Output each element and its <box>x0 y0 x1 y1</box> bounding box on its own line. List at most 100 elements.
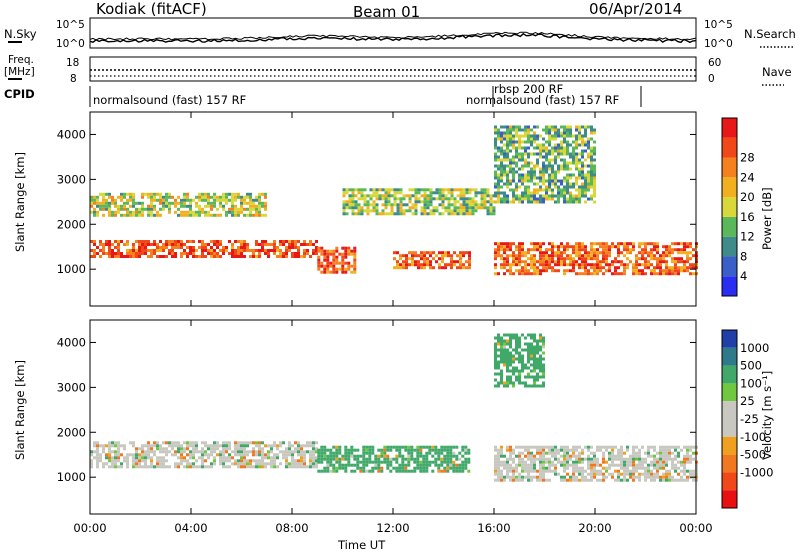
heatmap-cell <box>620 251 623 255</box>
heatmap-cell <box>632 466 635 470</box>
heatmap-cell <box>351 188 355 192</box>
heatmap-cell <box>204 243 207 246</box>
heatmap-cell <box>641 251 644 255</box>
heatmap-cell <box>584 158 587 162</box>
heatmap-cell <box>677 454 680 458</box>
heatmap-cell <box>144 459 147 463</box>
heatmap-cell <box>411 263 414 267</box>
heatmap-cell <box>614 245 617 249</box>
heatmap-cell <box>123 444 126 448</box>
heatmap-cell <box>500 149 503 153</box>
heatmap-cell <box>480 191 484 195</box>
heatmap-cell <box>222 198 225 202</box>
heatmap-cell <box>596 469 599 473</box>
heatmap-cell <box>509 378 512 382</box>
heatmap-cell <box>620 460 623 464</box>
heatmap-cell <box>225 459 228 463</box>
heatmap-cell <box>332 445 336 449</box>
heatmap-cell <box>557 257 560 261</box>
heatmap-cell <box>459 188 463 192</box>
heatmap-cell <box>353 469 357 473</box>
heatmap-cell <box>114 252 117 255</box>
heatmap-cell <box>539 146 542 150</box>
heatmap-cell <box>261 459 264 463</box>
heatmap-cell <box>689 445 692 449</box>
heatmap-cell <box>575 245 578 249</box>
heatmap-cell <box>566 200 569 204</box>
heatmap-cell <box>326 454 330 458</box>
heatmap-cell <box>548 466 551 470</box>
heatmap-cell <box>527 466 530 470</box>
heatmap-cell <box>183 450 186 454</box>
colorbar-swatch <box>722 197 737 217</box>
heatmap-cell <box>129 195 132 199</box>
heatmap-cell <box>213 240 216 243</box>
heatmap-cell <box>626 245 629 249</box>
heatmap-cell <box>662 454 665 458</box>
heatmap-cell <box>300 456 303 460</box>
heatmap-cell <box>566 176 569 180</box>
heatmap-cell <box>393 197 397 201</box>
heatmap-cell <box>671 475 674 479</box>
heatmap-cell <box>453 200 457 204</box>
heatmap-cell <box>213 444 216 448</box>
heatmap-cell <box>494 251 497 255</box>
heatmap-cell <box>168 252 171 255</box>
heatmap-cell <box>581 164 584 168</box>
heatmap-cell <box>527 475 530 479</box>
heatmap-cell <box>407 445 411 449</box>
heatmap-cell <box>440 460 444 464</box>
heatmap-cell <box>527 354 530 358</box>
heatmap-cell <box>530 348 533 352</box>
heatmap-cell <box>587 140 590 144</box>
heatmap-cell <box>456 260 459 264</box>
heatmap-cell <box>207 198 210 202</box>
heatmap-cell <box>150 213 153 217</box>
heatmap-cell <box>320 469 324 473</box>
heatmap-cell <box>527 272 530 276</box>
heatmap-cell <box>512 381 515 385</box>
heatmap-cell <box>392 445 396 449</box>
heatmap-cell <box>644 251 647 255</box>
heatmap-cell <box>656 260 659 264</box>
heatmap-cell <box>270 462 273 466</box>
heatmap-cell <box>650 475 653 479</box>
heatmap-cell <box>249 210 252 214</box>
heatmap-cell <box>518 200 521 204</box>
heatmap-cell <box>357 209 361 213</box>
heatmap-cell <box>548 149 551 153</box>
heatmap-cell <box>635 454 638 458</box>
heatmap-cell <box>189 246 192 249</box>
heatmap-cell <box>530 197 533 201</box>
heatmap-cell <box>285 246 288 249</box>
heatmap-cell <box>117 246 120 249</box>
heatmap-cell <box>423 200 427 204</box>
heatmap-cell <box>608 248 611 252</box>
heatmap-cell <box>159 447 162 451</box>
heatmap-cell <box>500 451 503 455</box>
heatmap-cell <box>132 204 135 208</box>
heatmap-cell <box>509 188 512 192</box>
heatmap-cell <box>377 460 381 464</box>
heatmap-cell <box>539 445 542 449</box>
heatmap-cell <box>111 459 114 463</box>
y-tick-label: 2000 <box>57 425 86 439</box>
heatmap-cell <box>566 451 569 455</box>
heatmap-cell <box>294 243 297 246</box>
heatmap-cell <box>533 378 536 382</box>
heatmap-cell <box>464 466 468 470</box>
heatmap-cell <box>551 152 554 156</box>
heatmap-cell <box>243 462 246 466</box>
heatmap-cell <box>494 357 497 361</box>
heatmap-cell <box>512 372 515 376</box>
heatmap-cell <box>689 242 692 246</box>
heatmap-cell <box>246 441 249 445</box>
heatmap-cell <box>96 456 99 460</box>
heatmap-cell <box>246 207 249 211</box>
heatmap-cell <box>180 252 183 255</box>
heatmap-cell <box>231 243 234 246</box>
heatmap-cell <box>551 469 554 473</box>
heatmap-cell <box>581 460 584 464</box>
heatmap-cell <box>662 257 665 261</box>
heatmap-cell <box>554 194 557 198</box>
